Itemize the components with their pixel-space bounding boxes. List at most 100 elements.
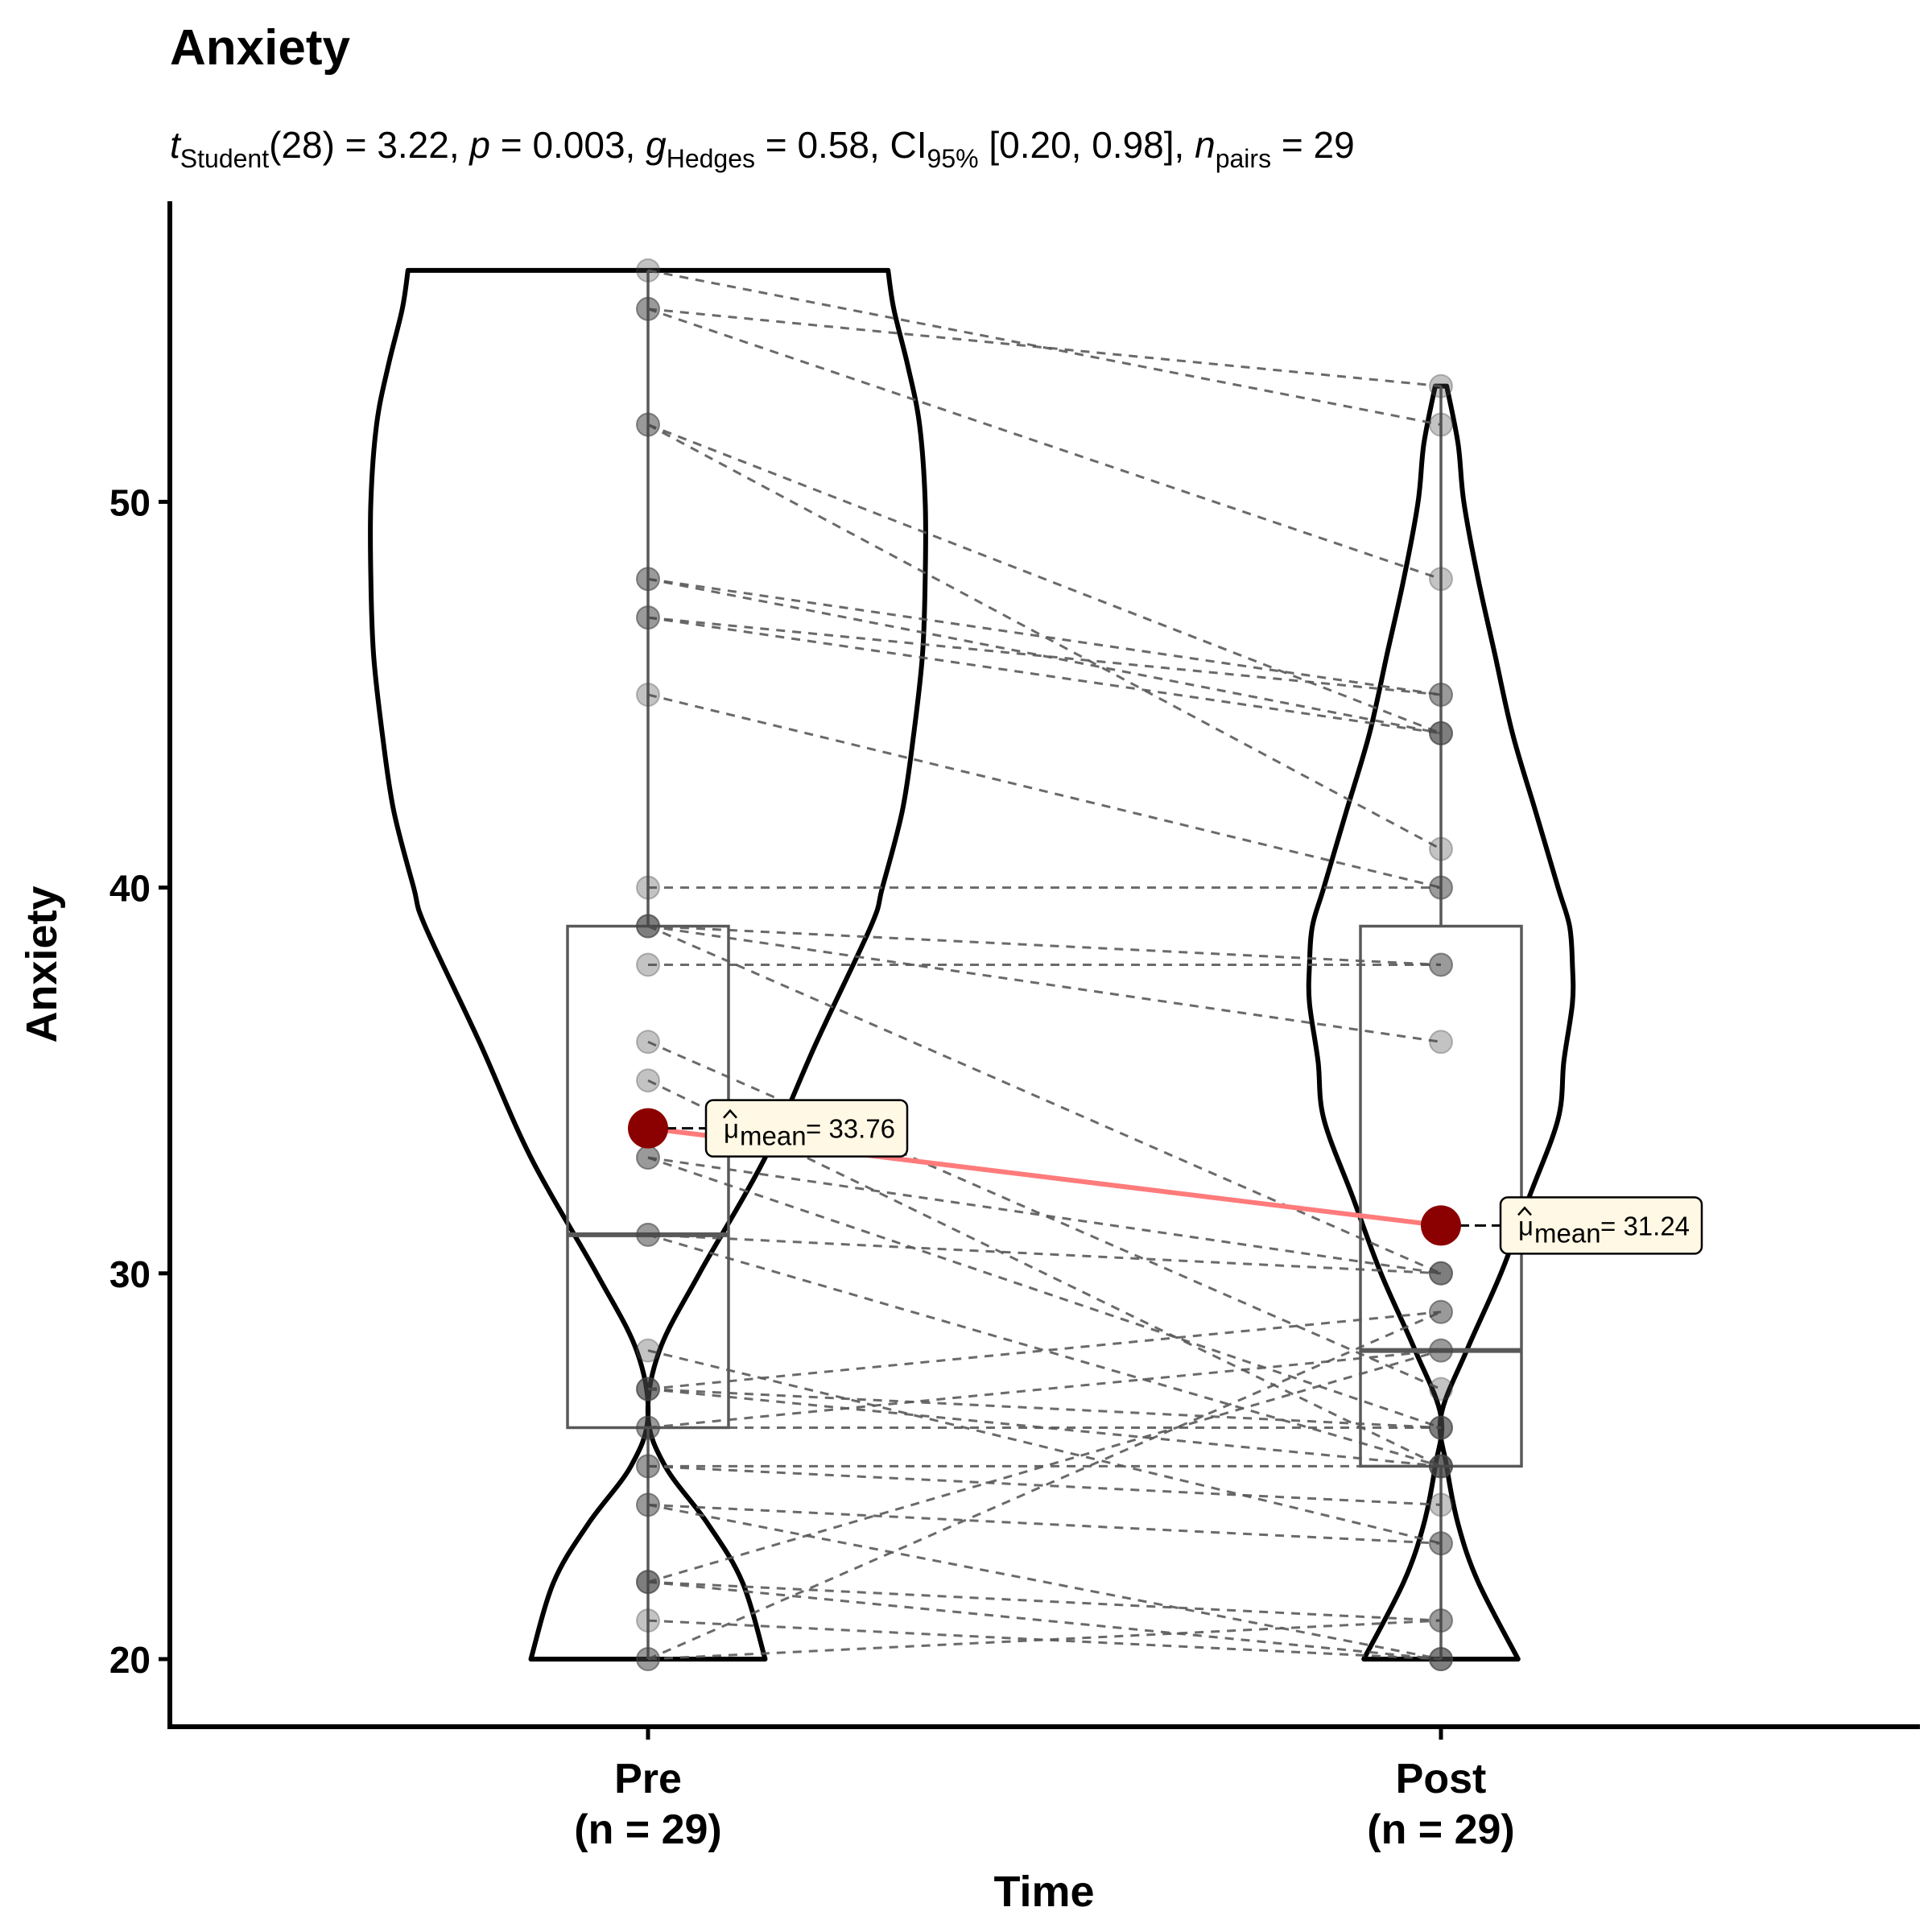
mean-label-sub: mean	[740, 1121, 807, 1151]
data-point-post	[1429, 1261, 1453, 1286]
data-point-pre	[636, 875, 660, 900]
data-point-post	[1429, 1377, 1453, 1402]
data-point-pre	[636, 605, 660, 630]
data-point-pre	[636, 1068, 660, 1093]
data-point-post	[1429, 1647, 1453, 1671]
data-point-post	[1429, 1647, 1453, 1671]
data-point-post	[1429, 374, 1453, 398]
data-point-post	[1429, 1454, 1453, 1479]
mean-label-hat	[723, 1108, 737, 1119]
data-point-post	[1429, 567, 1453, 592]
mean-label-mu: μ	[1518, 1211, 1534, 1241]
subtitle-ci-value: [0.20, 0.98],	[979, 124, 1195, 166]
pair-line	[647, 308, 1442, 580]
subtitle-p-symbol: p	[468, 124, 490, 166]
data-point-post	[1429, 1454, 1453, 1479]
data-point-pre	[636, 567, 660, 592]
data-point-pre	[636, 1377, 660, 1402]
subtitle-g-symbol: g	[646, 124, 667, 166]
data-point-post	[1429, 720, 1453, 745]
subtitle-t-value: (28) = 3.22,	[269, 124, 469, 166]
y-tick-label: 20	[109, 1639, 151, 1681]
data-point-pre	[636, 1222, 660, 1247]
mean-label-value: = 33.76	[806, 1114, 895, 1144]
y-tick-label: 50	[109, 481, 151, 523]
pair-line	[647, 1233, 1442, 1275]
pair-line	[647, 423, 1442, 735]
subtitle-n-symbol: n	[1195, 124, 1216, 166]
data-point-pre	[636, 1415, 660, 1440]
data-point-post	[1429, 1261, 1453, 1286]
pair-line	[647, 1503, 1442, 1545]
x-tick-count-post: (n = 29)	[1367, 1806, 1515, 1853]
pair-line	[647, 1311, 1442, 1661]
pair-line	[647, 1619, 1442, 1661]
mean-label-box-post	[1499, 1196, 1703, 1255]
data-point-post	[1429, 1454, 1453, 1479]
data-point-post	[1429, 1531, 1453, 1556]
data-point-post	[1429, 952, 1453, 977]
pair-line	[647, 577, 1442, 735]
data-point-pre	[636, 914, 660, 939]
data-point-post	[1429, 1415, 1453, 1440]
data-point-pre	[636, 567, 660, 592]
pair-line	[647, 1388, 1442, 1429]
data-point-pre	[636, 1146, 660, 1170]
pair-line	[647, 423, 1442, 851]
mean-point-post	[1421, 1205, 1461, 1246]
mean-label-post: μ mean = 31.24	[1499, 1196, 1703, 1255]
pair-line	[647, 1233, 1442, 1468]
subtitle-g-sub: Hedges	[667, 144, 755, 173]
data-point-pre	[636, 1647, 660, 1671]
data-point-pre	[636, 1492, 660, 1517]
data-point-post	[1429, 1492, 1453, 1517]
data-point-post	[1429, 1030, 1453, 1055]
data-point-post	[1429, 1454, 1453, 1479]
mean-point-pre	[628, 1108, 668, 1149]
data-point-pre	[636, 296, 660, 321]
y-axis-title: Anxiety	[18, 886, 66, 1042]
data-point-post	[1429, 1261, 1453, 1286]
data-point-post	[1429, 1338, 1453, 1363]
pair-line	[647, 925, 1442, 1043]
violin-pre	[368, 267, 928, 1662]
subtitle-t-symbol: t	[170, 124, 182, 166]
chart-subtitle: tStudent(28) = 3.22, p = 0.003, gHedges …	[170, 124, 1355, 173]
data-point-post	[1429, 683, 1453, 707]
subtitle-n-value: = 29	[1271, 124, 1355, 166]
data-point-pre	[636, 1570, 660, 1595]
data-point-post	[1429, 1531, 1453, 1556]
data-point-pre	[636, 1570, 660, 1595]
pair-line	[647, 1349, 1442, 1545]
data-point-pre	[636, 1415, 660, 1440]
data-point-pre	[636, 914, 660, 939]
subtitle-p-value: = 0.003,	[490, 124, 646, 166]
data-point-pre	[636, 1492, 660, 1517]
data-point-post	[1429, 1299, 1453, 1324]
pair-line	[647, 1464, 1442, 1506]
data-point-post	[1429, 720, 1453, 745]
pair-line	[647, 1580, 1442, 1661]
pair-line	[647, 1388, 1442, 1468]
y-tick-label: 40	[109, 868, 151, 910]
pair-line	[647, 1349, 1442, 1429]
pair-line	[647, 925, 1442, 966]
pair-line	[647, 1156, 1442, 1429]
data-point-post	[1429, 875, 1453, 900]
chart-title: Anxiety	[170, 20, 350, 76]
pair-line	[647, 1311, 1442, 1391]
pair-line	[647, 616, 1442, 735]
mean-label-mu: μ	[724, 1114, 739, 1144]
data-point-post	[1429, 952, 1453, 977]
data-point-pre	[636, 1454, 660, 1479]
data-point-pre	[636, 1454, 660, 1479]
data-point-pre	[636, 412, 660, 437]
subtitle-n-sub: pairs	[1216, 144, 1271, 173]
data-point-post	[1429, 836, 1453, 861]
x-tick-label-post: Post	[1396, 1756, 1487, 1802]
x-tick-count-pre: (n = 29)	[574, 1806, 722, 1853]
data-point-post	[1429, 720, 1453, 745]
data-point-pre	[636, 683, 660, 707]
pair-line	[647, 616, 1442, 696]
pair-line	[647, 269, 1442, 427]
